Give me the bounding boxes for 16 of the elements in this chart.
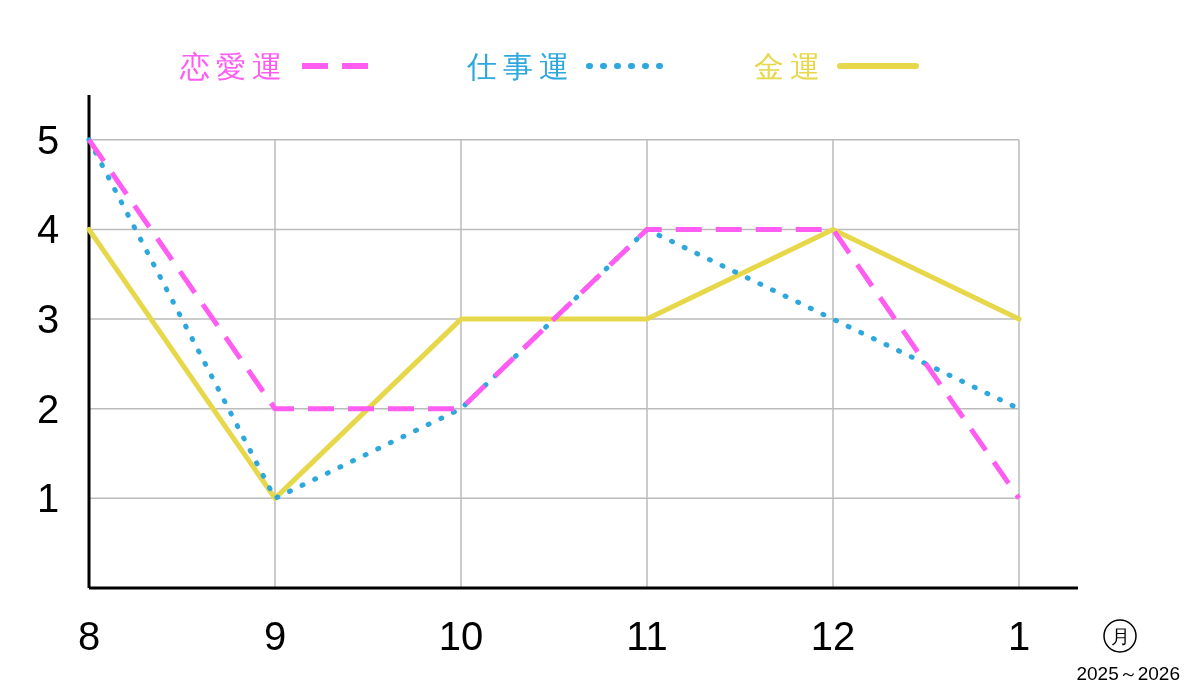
text: 2025～2026 [1076,663,1180,684]
x-tick-label: 12 [810,614,856,658]
x-tick-label: 1 [1007,614,1031,658]
y-tick-label: 2 [36,386,60,431]
legend-label: 金運 [754,50,826,83]
x-tick-label: 9 [263,614,287,658]
y-tick-label: 3 [36,297,60,342]
legend-label: 恋愛運 [179,50,288,83]
y-tick-label: 5 [36,117,60,162]
x-tick-label: 8 [77,614,101,658]
x-axis-title: 月 [1110,626,1130,647]
x-tick-label: 11 [626,614,668,658]
legend-label: 仕事運 [466,50,575,83]
y-tick-label: 4 [36,207,60,252]
y-tick-label: 1 [36,476,60,521]
x-tick-label: 10 [438,614,484,658]
